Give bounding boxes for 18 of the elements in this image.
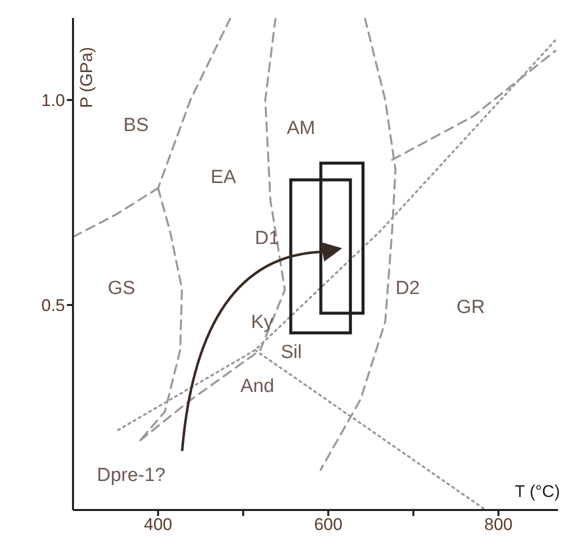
annotation: GR bbox=[456, 297, 485, 320]
annotation: EA bbox=[210, 166, 236, 189]
annotation: Dpre-1? bbox=[96, 464, 166, 487]
x-tick-label: 800 bbox=[484, 515, 513, 534]
x-axis-title: T (°C) bbox=[514, 482, 560, 502]
annotation: D1 bbox=[254, 228, 280, 250]
annotation: Ky bbox=[251, 312, 274, 334]
annotation: D2 bbox=[395, 278, 420, 300]
x-tick-label: 600 bbox=[314, 515, 342, 534]
y-axis-title: P (GPa) bbox=[77, 46, 97, 108]
y-tick-label: 0.5 bbox=[41, 296, 65, 316]
annotation: AM bbox=[286, 118, 316, 140]
annotation: And bbox=[240, 376, 274, 398]
annotation: Sil bbox=[280, 342, 302, 364]
annotation: BS bbox=[123, 115, 149, 138]
y-tick-label: 1.0 bbox=[41, 91, 65, 110]
x-tick-label: 400 bbox=[144, 515, 172, 534]
annotation: GS bbox=[108, 278, 136, 300]
